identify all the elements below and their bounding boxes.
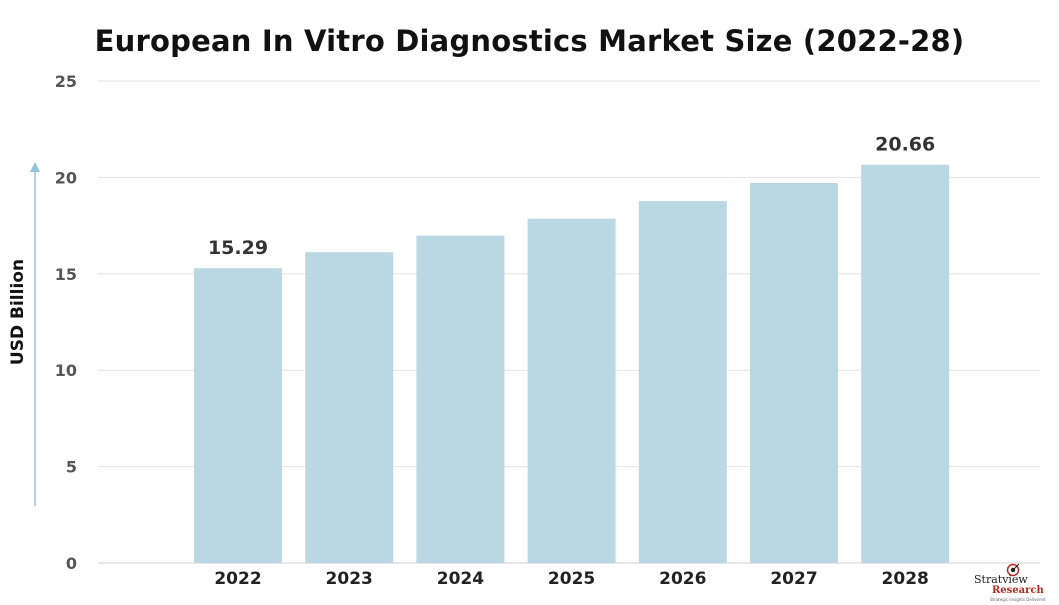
bar-2027 [750, 182, 838, 563]
x-tick-label: 2024 [437, 569, 484, 589]
x-tick-label: 2022 [214, 569, 261, 589]
data-label-2022: 15.29 [208, 237, 268, 259]
y-tick-label: 0 [66, 554, 77, 573]
bar-2025 [527, 218, 616, 564]
bar-2028 [861, 164, 950, 563]
x-tick-label: 2023 [326, 569, 373, 589]
chart-title: European In Vitro Diagnostics Market Siz… [94, 24, 965, 58]
y-tick-label: 25 [55, 72, 77, 91]
y-tick-label: 10 [55, 361, 77, 380]
y-tick-label: 15 [55, 265, 77, 284]
y-tick-label: 20 [55, 168, 77, 187]
x-tick-label: 2028 [882, 569, 929, 589]
target-arrow-icon [1006, 563, 1020, 577]
data-label-2028: 20.66 [875, 134, 935, 156]
bar-2024 [416, 235, 505, 563]
bar-2023 [305, 252, 394, 563]
logo-tagline: Strategic Insights Delivered [990, 597, 1046, 602]
x-tick-labels: 2022 2023 2024 2025 2026 2027 2028 [214, 569, 929, 589]
data-labels: 15.29 20.66 [208, 134, 935, 260]
y-tick-label: 5 [66, 458, 77, 477]
bar-2026 [638, 201, 727, 564]
logo-name: Stratview [974, 573, 1028, 586]
logo-sub: Research [992, 585, 1044, 596]
y-axis-arrow-icon [30, 162, 40, 506]
stratview-logo: Stratview Research Strategic Insights De… [968, 563, 1052, 603]
bar-2022 [194, 268, 282, 563]
bars [194, 164, 950, 564]
x-tick-label: 2027 [770, 569, 817, 589]
y-tick-labels: 0 5 10 15 20 25 [55, 72, 77, 573]
x-tick-label: 2026 [659, 569, 706, 589]
x-tick-label: 2025 [548, 569, 595, 589]
